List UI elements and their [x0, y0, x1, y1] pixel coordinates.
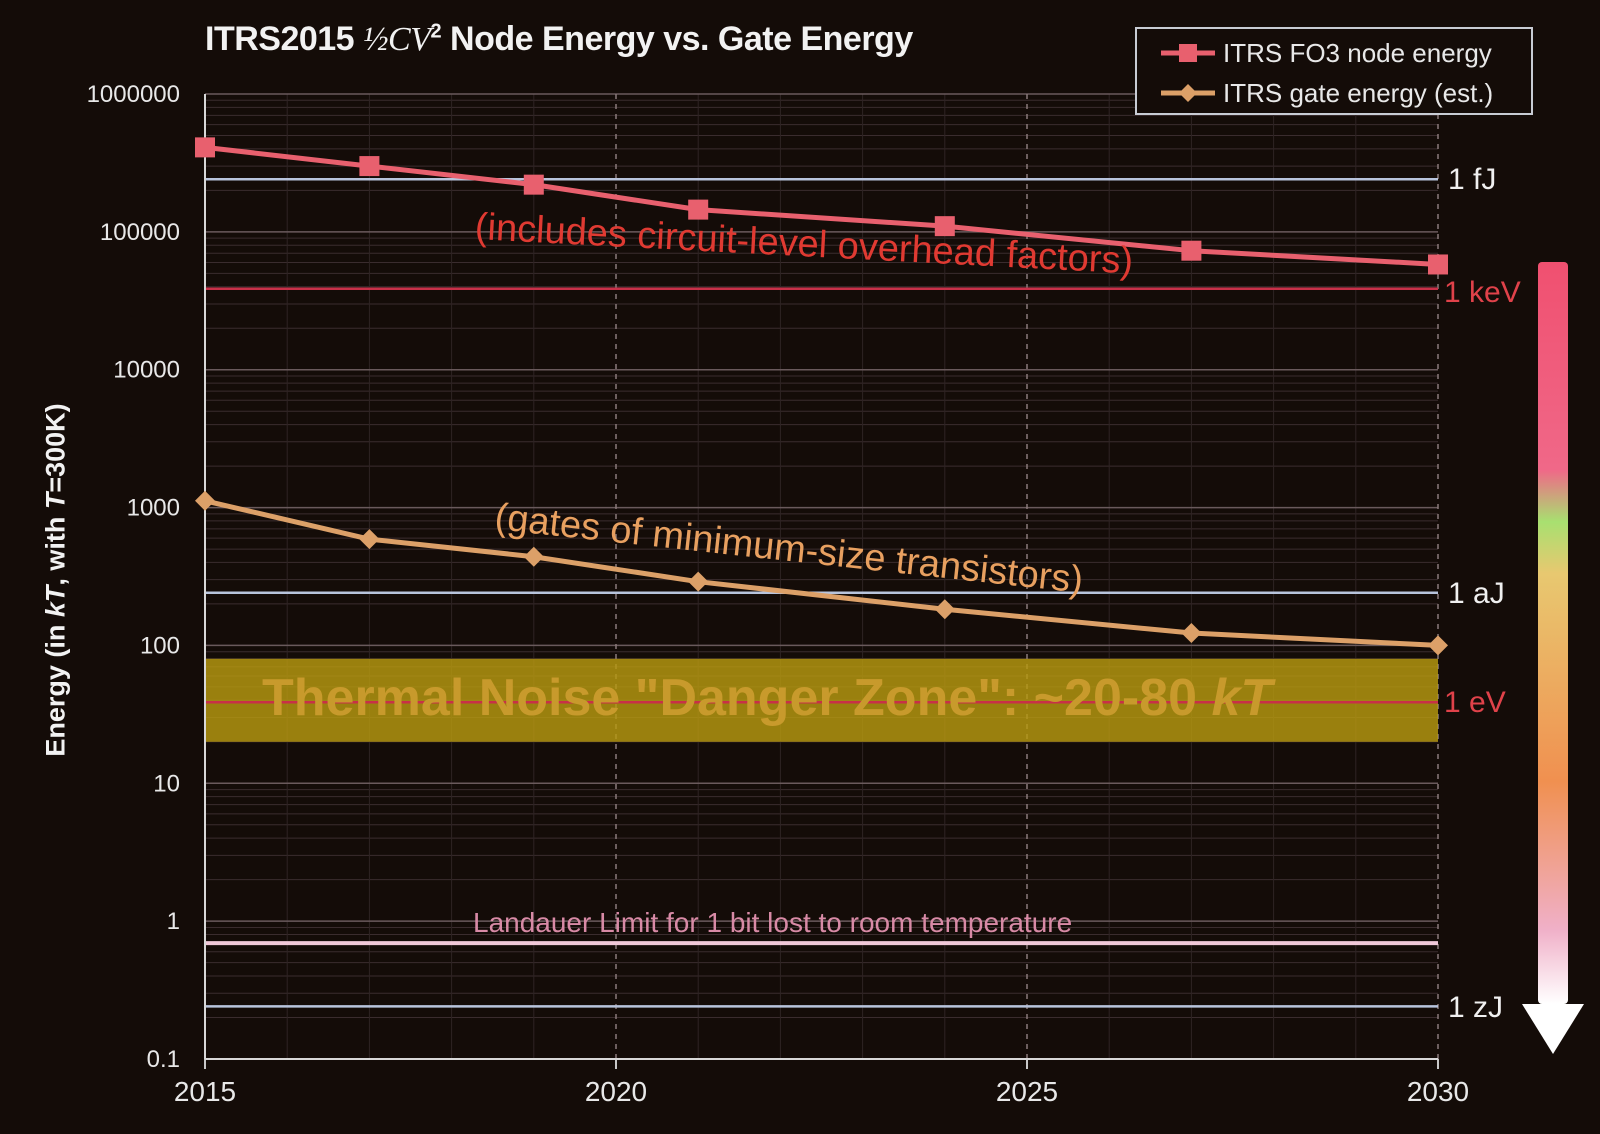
data-point-gate-energy [195, 490, 215, 511]
y-tick-label: 100 [140, 632, 180, 659]
x-tick-label: 2025 [996, 1076, 1058, 1107]
data-point-node-energy [359, 156, 380, 177]
legend-item-node-energy: ITRS FO3 node energy [1159, 35, 1492, 71]
data-point-node-energy [934, 216, 955, 237]
legend-square-marker-icon [1161, 44, 1215, 62]
unit-label-fj: 1 fJ [1448, 163, 1497, 196]
y-tick-label: 1 [167, 908, 180, 935]
unit-label-kev: 1 keV [1444, 276, 1521, 309]
energy-scale-arrow-head [1522, 1004, 1584, 1054]
legend-item-gate-energy: ITRS gate energy (est.) [1159, 75, 1493, 111]
x-tick-label: 2015 [174, 1076, 236, 1107]
data-point-gate-energy [1428, 635, 1448, 656]
unit-label-zj: 1 zJ [1448, 991, 1504, 1024]
y-tick-label: 0.1 [147, 1046, 180, 1073]
legend: ITRS FO3 node energy ITRS gate energy (e… [1135, 27, 1533, 115]
data-point-node-energy [688, 199, 709, 220]
data-point-node-energy [195, 137, 215, 158]
legend-label-node-energy: ITRS FO3 node energy [1223, 37, 1492, 68]
data-point-gate-energy [934, 599, 955, 620]
data-point-gate-energy [523, 546, 544, 567]
energy-scale-arrow-shaft [1538, 262, 1568, 1004]
y-tick-label: 10000 [113, 357, 180, 384]
y-tick-label: 100000 [100, 219, 180, 246]
data-point-node-energy [1181, 240, 1202, 261]
y-tick-label: 10 [153, 770, 180, 797]
data-point-gate-energy [359, 529, 380, 550]
data-point-gate-energy [1181, 623, 1202, 644]
landauer-limit-label: Landauer Limit for 1 bit lost to room te… [473, 907, 1073, 938]
y-tick-label: 1000 [127, 495, 180, 522]
y-axis-label: Energy (in kT, with T=300K) [40, 403, 71, 757]
x-tick-label: 2020 [585, 1076, 647, 1107]
legend-label-gate-energy: ITRS gate energy (est.) [1223, 77, 1494, 108]
y-tick-label: 1000000 [87, 81, 180, 108]
data-point-node-energy [1428, 254, 1448, 275]
chart-title: ITRS2015 ½CV2 Node Energy vs. Gate Energ… [205, 20, 913, 58]
legend-diamond-marker-icon [1161, 84, 1215, 102]
data-point-node-energy [523, 174, 544, 195]
unit-label-aj: 1 aJ [1448, 577, 1505, 610]
data-point-gate-energy [688, 571, 709, 592]
danger-zone-label: Thermal Noise "Danger Zone": ~20-80 kT [262, 669, 1273, 727]
unit-label-ev: 1 eV [1444, 686, 1506, 719]
x-tick-label: 2030 [1407, 1076, 1469, 1107]
danger-zone-band [205, 658, 1438, 742]
